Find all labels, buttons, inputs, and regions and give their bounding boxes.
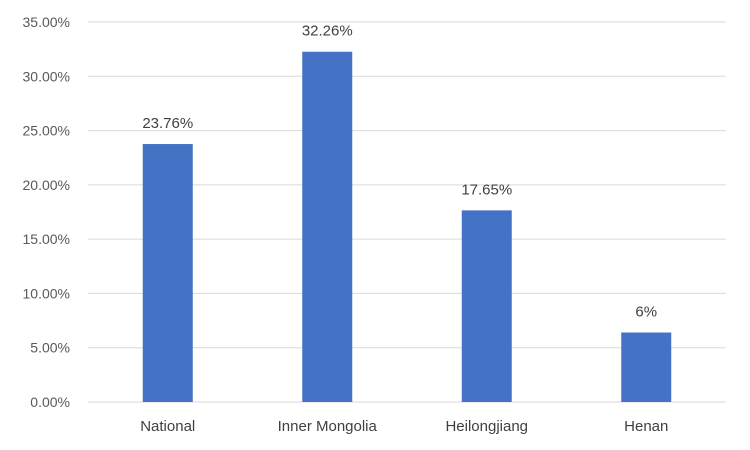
data-label: 6% bbox=[635, 304, 657, 321]
x-category-label: National bbox=[140, 418, 195, 435]
x-category-label: Inner Mongolia bbox=[278, 418, 378, 435]
gridlines bbox=[88, 21, 726, 403]
bar bbox=[621, 332, 672, 402]
y-axis-tick-labels: 0.00% 5.00% 10.00% 15.00% 20.00% 25.00% 30.00%… bbox=[23, 14, 70, 410]
data-label: 23.76% bbox=[142, 115, 193, 132]
data-label: 32.26% bbox=[302, 23, 353, 40]
x-axis-category-labels: National Inner Mongolia Heilongjiang Henan bbox=[140, 418, 668, 435]
y-tick-label: 0.00% bbox=[30, 394, 70, 410]
y-tick-label: 30.00% bbox=[23, 68, 70, 84]
bars bbox=[142, 51, 672, 403]
y-tick-label: 15.00% bbox=[23, 231, 70, 247]
y-tick-label: 35.00% bbox=[23, 14, 70, 30]
y-tick-label: 10.00% bbox=[23, 285, 70, 301]
y-tick-label: 25.00% bbox=[23, 123, 70, 139]
y-tick-label: 5.00% bbox=[30, 340, 70, 356]
x-category-label: Henan bbox=[624, 418, 668, 435]
data-label: 17.65% bbox=[461, 181, 512, 198]
data-labels: 23.76% 32.26% 17.65% 6% bbox=[142, 23, 657, 321]
x-category-label: Heilongjiang bbox=[445, 418, 528, 435]
bar bbox=[142, 144, 193, 402]
bar bbox=[461, 210, 512, 402]
y-tick-label: 20.00% bbox=[23, 177, 70, 193]
bar bbox=[302, 51, 353, 403]
